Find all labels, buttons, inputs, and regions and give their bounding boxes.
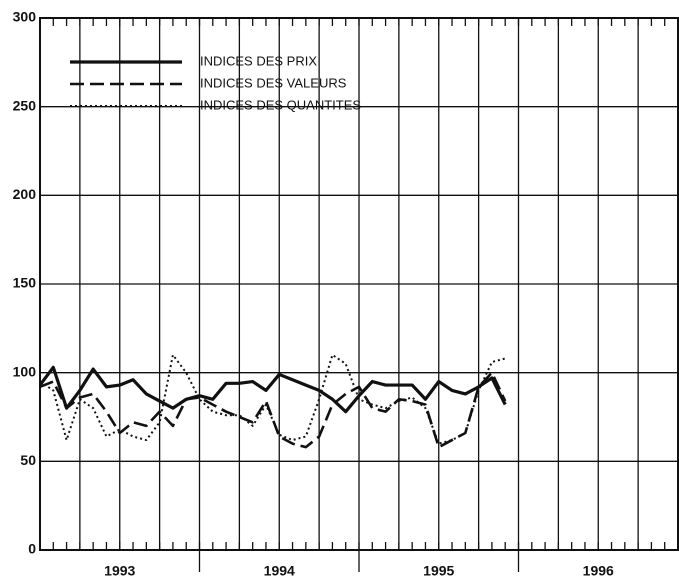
y-tick-label: 300 [13, 9, 37, 25]
x-group-label: 1996 [583, 563, 614, 579]
legend-label: INDICES DES QUANTITES [200, 97, 361, 112]
x-group-label: 1995 [423, 563, 454, 579]
series-line [38, 365, 507, 414]
series-line [39, 353, 506, 445]
y-tick-label: 250 [13, 97, 37, 113]
x-group-label: 1994 [264, 563, 295, 579]
legend-label: INDICES DES VALEURS [200, 75, 347, 90]
legend-label: INDICES DES PRIX [200, 53, 317, 68]
y-tick-label: 100 [13, 363, 37, 379]
y-tick-label: 150 [13, 275, 37, 291]
y-tick-label: 50 [20, 452, 36, 468]
y-tick-label: 200 [13, 186, 37, 202]
y-tick-label: 0 [28, 541, 36, 557]
x-group-label: 1993 [104, 563, 135, 579]
